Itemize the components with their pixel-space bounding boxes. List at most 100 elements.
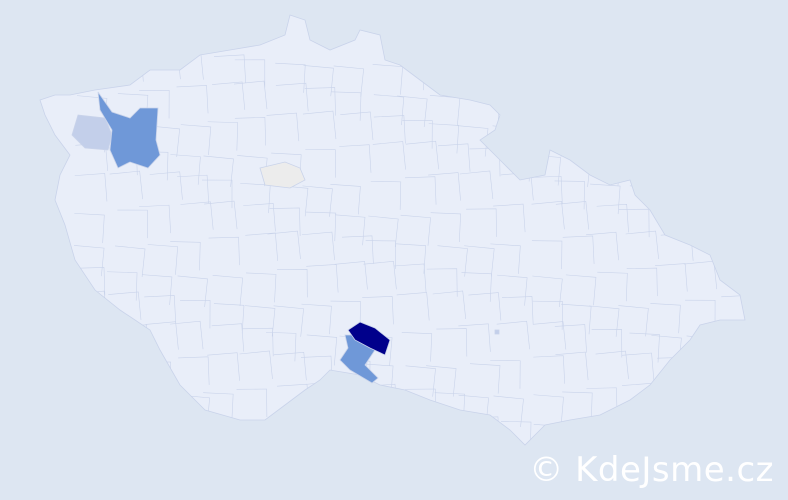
district-boundary [202,425,233,445]
district-boundary [277,269,308,298]
district-boundary [397,95,428,127]
district-boundary [394,263,427,293]
district-boundary [148,395,179,428]
district-boundary [469,363,501,394]
district-boundary [334,214,366,246]
district-boundary [306,334,338,366]
district-boundary [180,124,212,155]
district-boundary [681,183,713,214]
district-small-light[interactable] [494,329,500,335]
district-boundary [244,305,276,337]
district-boundary [464,245,495,277]
district-boundary [330,300,361,330]
district-boundary [555,201,590,230]
district-boundary [340,111,374,141]
district-boundary [682,143,715,172]
district-boundary [145,321,179,350]
district-boundary [650,303,681,334]
district-dark[interactable] [347,321,391,356]
district-boundary [529,51,562,81]
district-boundary [490,243,521,274]
district-boundary [689,381,723,410]
district-boundary [529,84,562,113]
district-boundary [73,267,106,296]
district-boundary [688,361,719,391]
district-boundary [686,335,717,367]
district-boundary [108,394,139,426]
district-boundary [365,240,396,269]
district-boundary [74,213,105,244]
district-boundary [242,327,274,357]
district-boundary [405,365,436,397]
district-boundary [720,63,745,94]
district-boundary [363,260,397,290]
district-boundary [402,120,433,149]
district-boundary [623,112,657,141]
district-boundary [147,244,179,275]
district-boundary [267,423,298,445]
district-boundary [457,125,489,157]
district-boundary [430,212,461,242]
district-boundary [213,54,247,83]
district-boundary [144,295,177,324]
district-boundary [595,350,629,380]
district-medium-northwest[interactable] [97,91,161,169]
district-boundary [177,275,208,307]
district-boundary [684,65,716,97]
district-boundary [178,356,210,385]
district-boundary [531,201,565,230]
district-boundary [180,299,211,329]
district-prague[interactable] [259,161,306,189]
district-boundary [532,300,564,330]
district-boundary [725,215,745,247]
district-boundary [458,323,491,352]
district-boundary [74,365,106,397]
district-boundary [170,423,201,445]
district-boundary [436,328,468,357]
district-boundary [490,360,521,389]
district-boundary [629,332,660,363]
district-boundary [273,305,304,337]
district-boundary [434,412,468,441]
district-boundary [437,143,471,172]
district-boundary [116,364,147,395]
district-boundary [725,94,745,126]
district-boundary [533,394,564,426]
district-boundary [300,420,331,445]
district-boundary [76,411,110,441]
district-boundary [496,320,530,350]
district-boundary [714,384,745,414]
district-boundary [341,235,374,264]
district-boundary [656,185,687,217]
district-boundary [401,332,433,362]
district-boundary [626,267,658,297]
district-boundary [211,323,245,352]
district-boundary [555,351,589,381]
district-boundary [467,416,500,445]
district-boundary [714,140,745,170]
district-boundary [236,388,268,418]
district-boundary [468,292,502,321]
district-boundary [531,240,563,270]
district-boundary [721,411,745,440]
watermark: © KdeJsme.cz [529,450,774,490]
district-boundary [620,152,651,182]
district-boundary [530,123,561,155]
district-boundary [532,275,563,308]
district-boundary [554,324,587,353]
district-boundary [597,271,628,302]
district-boundary [116,324,149,353]
district-boundary [243,203,276,232]
district-boundary [437,56,470,86]
district-boundary [533,355,566,384]
district-boundary [139,89,170,119]
district-boundary [683,92,715,122]
district-boundary [304,87,336,116]
district-boundary [586,387,618,416]
district-boundary [368,215,399,248]
district-boundary [501,296,534,325]
district-boundary [333,415,366,445]
district-boundary [245,272,277,303]
district-boundary [305,211,337,242]
